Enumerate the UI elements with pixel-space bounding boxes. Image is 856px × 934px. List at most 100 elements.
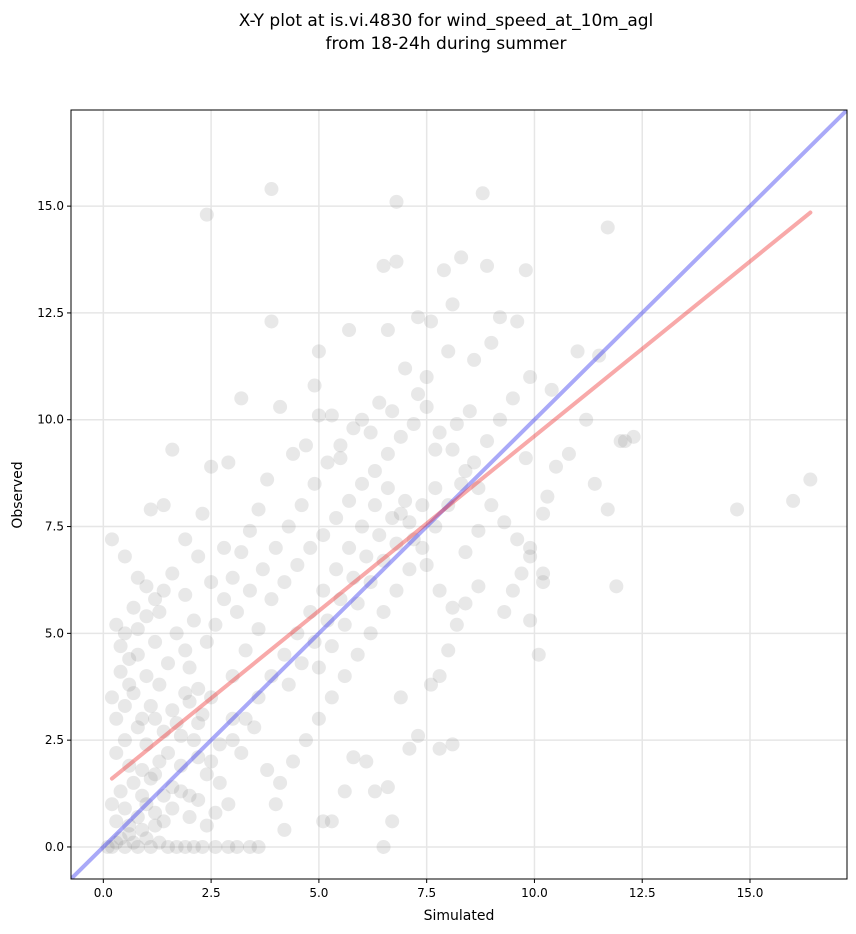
x-tick-label: 12.5	[629, 886, 656, 900]
data-point	[510, 532, 525, 547]
data-point	[130, 622, 145, 637]
data-point	[264, 314, 279, 329]
data-point	[229, 839, 244, 854]
data-point	[432, 741, 447, 756]
data-point	[212, 737, 227, 752]
data-point	[445, 600, 460, 615]
data-point	[587, 476, 602, 491]
fit-line	[109, 210, 813, 781]
data-point	[126, 835, 141, 850]
data-point	[342, 540, 357, 555]
data-point	[148, 711, 163, 726]
x-tick-label: 15.0	[737, 886, 764, 900]
data-point	[148, 634, 163, 649]
data-point	[191, 792, 206, 807]
data-point	[130, 810, 145, 825]
data-point	[428, 442, 443, 457]
data-point	[208, 805, 223, 820]
data-point	[234, 391, 249, 406]
data-point	[242, 523, 257, 538]
data-point	[298, 733, 313, 748]
data-point	[178, 839, 193, 854]
data-point	[380, 481, 395, 496]
data-point	[419, 370, 434, 385]
data-point	[445, 737, 460, 752]
data-point	[242, 583, 257, 598]
data-point	[402, 741, 417, 756]
data-point	[148, 767, 163, 782]
data-point	[126, 600, 141, 615]
data-point	[307, 378, 322, 393]
data-point	[454, 476, 469, 491]
data-point	[436, 263, 451, 278]
data-point	[104, 532, 119, 547]
data-point	[294, 498, 309, 513]
data-point	[186, 733, 201, 748]
data-point	[445, 442, 460, 457]
data-point	[570, 344, 585, 359]
data-point	[260, 763, 275, 778]
data-point	[173, 728, 188, 743]
data-point	[204, 690, 219, 705]
data-point	[104, 797, 119, 812]
data-point	[290, 626, 305, 641]
data-point	[204, 459, 219, 474]
data-point	[165, 801, 180, 816]
y-tick-label: 0.0	[45, 840, 64, 854]
data-point	[415, 498, 430, 513]
data-point	[178, 532, 193, 547]
data-point	[523, 370, 538, 385]
data-point	[109, 711, 124, 726]
data-point	[169, 839, 184, 854]
data-point	[333, 592, 348, 607]
data-point	[139, 669, 154, 684]
data-point	[492, 412, 507, 427]
data-point	[208, 839, 223, 854]
data-point	[324, 639, 339, 654]
data-point	[471, 481, 486, 496]
data-point	[402, 562, 417, 577]
data-point	[514, 566, 529, 581]
data-point	[346, 421, 361, 436]
data-point	[217, 592, 232, 607]
data-point	[109, 835, 124, 850]
data-point	[178, 686, 193, 701]
data-point	[376, 553, 391, 568]
data-point	[549, 459, 563, 474]
data-point	[592, 348, 607, 363]
data-point	[475, 186, 490, 201]
data-point	[152, 835, 167, 850]
data-point	[613, 434, 628, 449]
data-point	[156, 788, 171, 803]
data-point	[104, 839, 119, 854]
data-point	[320, 455, 335, 470]
data-point	[195, 506, 210, 521]
data-point	[186, 613, 201, 628]
chart-subtitle: from 18-24h during summer	[326, 34, 567, 54]
data-point	[402, 515, 417, 530]
x-axis-ticks: 0.0 2.5 5.0 7.5 10.0 12.5 15.0	[94, 879, 764, 900]
data-point	[449, 617, 464, 632]
data-point	[156, 724, 171, 739]
data-point	[445, 297, 460, 312]
data-point	[242, 839, 257, 854]
data-point	[337, 784, 352, 799]
data-point	[536, 566, 551, 581]
data-point	[531, 647, 546, 662]
data-point	[204, 575, 219, 590]
data-point	[316, 528, 331, 543]
data-point	[199, 207, 214, 222]
data-point	[135, 711, 150, 726]
data-point	[355, 476, 369, 491]
data-point	[130, 570, 145, 585]
y-axis-ticks: 0.0 2.5 5.0 7.5 10.0 12.5 15.0	[37, 199, 71, 854]
data-point	[229, 604, 244, 619]
data-point	[264, 182, 279, 197]
identity-line	[71, 110, 847, 879]
data-point	[389, 254, 404, 269]
data-point	[518, 451, 533, 466]
data-point	[255, 562, 270, 577]
data-point	[385, 510, 400, 525]
data-point	[247, 720, 262, 735]
data-point	[372, 395, 387, 410]
